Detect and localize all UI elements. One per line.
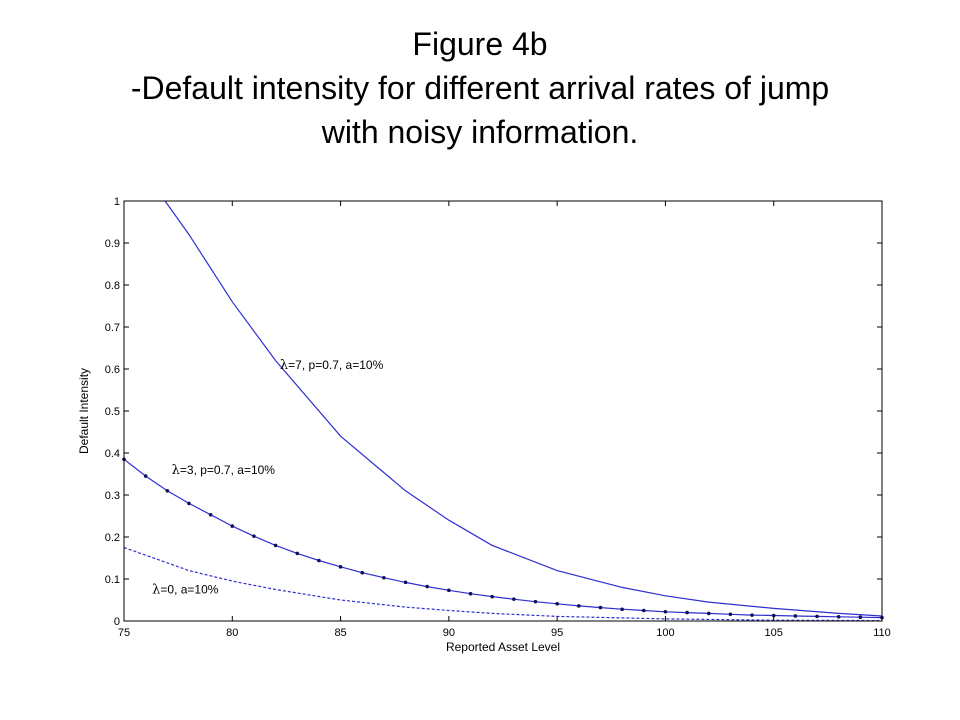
y-axis-label: Default Intensity: [77, 368, 91, 454]
series-point: [771, 613, 776, 618]
y-tick-label: 0.3: [105, 490, 120, 502]
x-tick-label: 80: [226, 627, 238, 639]
series-point: [468, 591, 473, 596]
annotations: λ=7, p=0.7, a=10%λ=3, p=0.7, a=10%λ=0, a…: [152, 358, 383, 598]
series-label-text: =0, a=10%: [160, 583, 218, 597]
x-tick-label: 75: [118, 627, 130, 639]
plot-lines: [122, 201, 884, 621]
series-point: [273, 543, 278, 548]
title-line-2: -Default intensity for different arrival…: [130, 70, 830, 106]
y-tick-label: 0: [114, 616, 120, 628]
y-tick-label: 0.1: [105, 574, 120, 586]
series-point: [620, 607, 624, 612]
series-point: [382, 575, 386, 580]
axis-ticks: 75 80 85 90 95 100 105 110 0 0.1 0.2 0.3 0.4 0.5 0.6 0.…: [105, 196, 891, 639]
series-point: [295, 551, 300, 556]
y-tick-label: 0.6: [105, 364, 120, 376]
series-label: λ=3, p=0.7, a=10%: [172, 463, 276, 478]
series-point: [403, 580, 408, 585]
series-label: λ=7, p=0.7, a=10%: [280, 358, 384, 373]
y-tick-label: 0.4: [105, 448, 120, 460]
plot-frame: [123, 200, 883, 622]
y-tick-label: 1: [114, 196, 120, 208]
series-point: [685, 610, 689, 615]
x-tick-label: 95: [551, 627, 563, 639]
series-point: [706, 611, 711, 616]
y-tick-label: 0.8: [105, 280, 120, 292]
series-point: [858, 615, 863, 620]
series-label: λ=0, a=10%: [152, 583, 219, 598]
series-point: [143, 474, 148, 478]
series-point: [728, 612, 733, 617]
series-line-0: [164, 201, 882, 617]
y-tick-label: 0.5: [105, 406, 120, 418]
lambda-symbol: λ: [152, 583, 160, 598]
chart-container: 75 80 85 90 95 100 105 110 0 0.1 0.2 0.3 0.4 0.5 0.6 0.…: [70, 185, 900, 665]
y-tick-label: 0.9: [105, 238, 120, 250]
series-point: [663, 609, 668, 614]
series-point: [577, 604, 581, 608]
series-point: [338, 565, 343, 569]
series-line-2: [124, 546, 882, 621]
series-point: [750, 613, 754, 617]
series-point: [252, 534, 256, 538]
x-tick-label: 100: [656, 627, 674, 639]
series-point: [793, 614, 798, 618]
series-point: [447, 588, 451, 593]
lambda-symbol: λ: [280, 358, 288, 373]
lambda-symbol: λ: [172, 463, 180, 478]
x-axis-label: Reported Asset Level: [446, 640, 560, 654]
slide-title: Figure 4b -Default intensity for differe…: [40, 22, 920, 154]
series-point: [533, 599, 538, 604]
series-line-1: [124, 458, 882, 619]
y-tick-label: 0.2: [105, 532, 120, 544]
series-point: [317, 558, 321, 563]
series-point: [512, 597, 516, 601]
title-line-3: with noisy information.: [321, 114, 639, 150]
y-tick-label: 0.7: [105, 322, 120, 334]
series-point: [187, 501, 191, 506]
series-point: [230, 524, 235, 528]
series-point: [598, 605, 603, 610]
x-tick-label: 85: [334, 627, 346, 639]
series-point: [208, 512, 213, 517]
series-point: [360, 570, 365, 575]
series-label-text: =7, p=0.7, a=10%: [288, 358, 383, 372]
series-label-text: =3, p=0.7, a=10%: [180, 463, 275, 477]
series-point: [425, 584, 430, 589]
title-line-1: Figure 4b: [412, 26, 548, 62]
line-chart: 75 80 85 90 95 100 105 110 0 0.1 0.2 0.3 0.4 0.5 0.6 0.…: [77, 196, 891, 654]
x-tick-label: 90: [443, 627, 455, 639]
series-point: [490, 594, 494, 599]
x-tick-label: 105: [765, 627, 783, 639]
series-point: [555, 601, 559, 606]
series-point: [165, 489, 170, 493]
x-tick-label: 110: [873, 627, 891, 639]
series-point: [836, 615, 841, 619]
series-point: [815, 614, 819, 619]
series-point: [641, 608, 646, 613]
